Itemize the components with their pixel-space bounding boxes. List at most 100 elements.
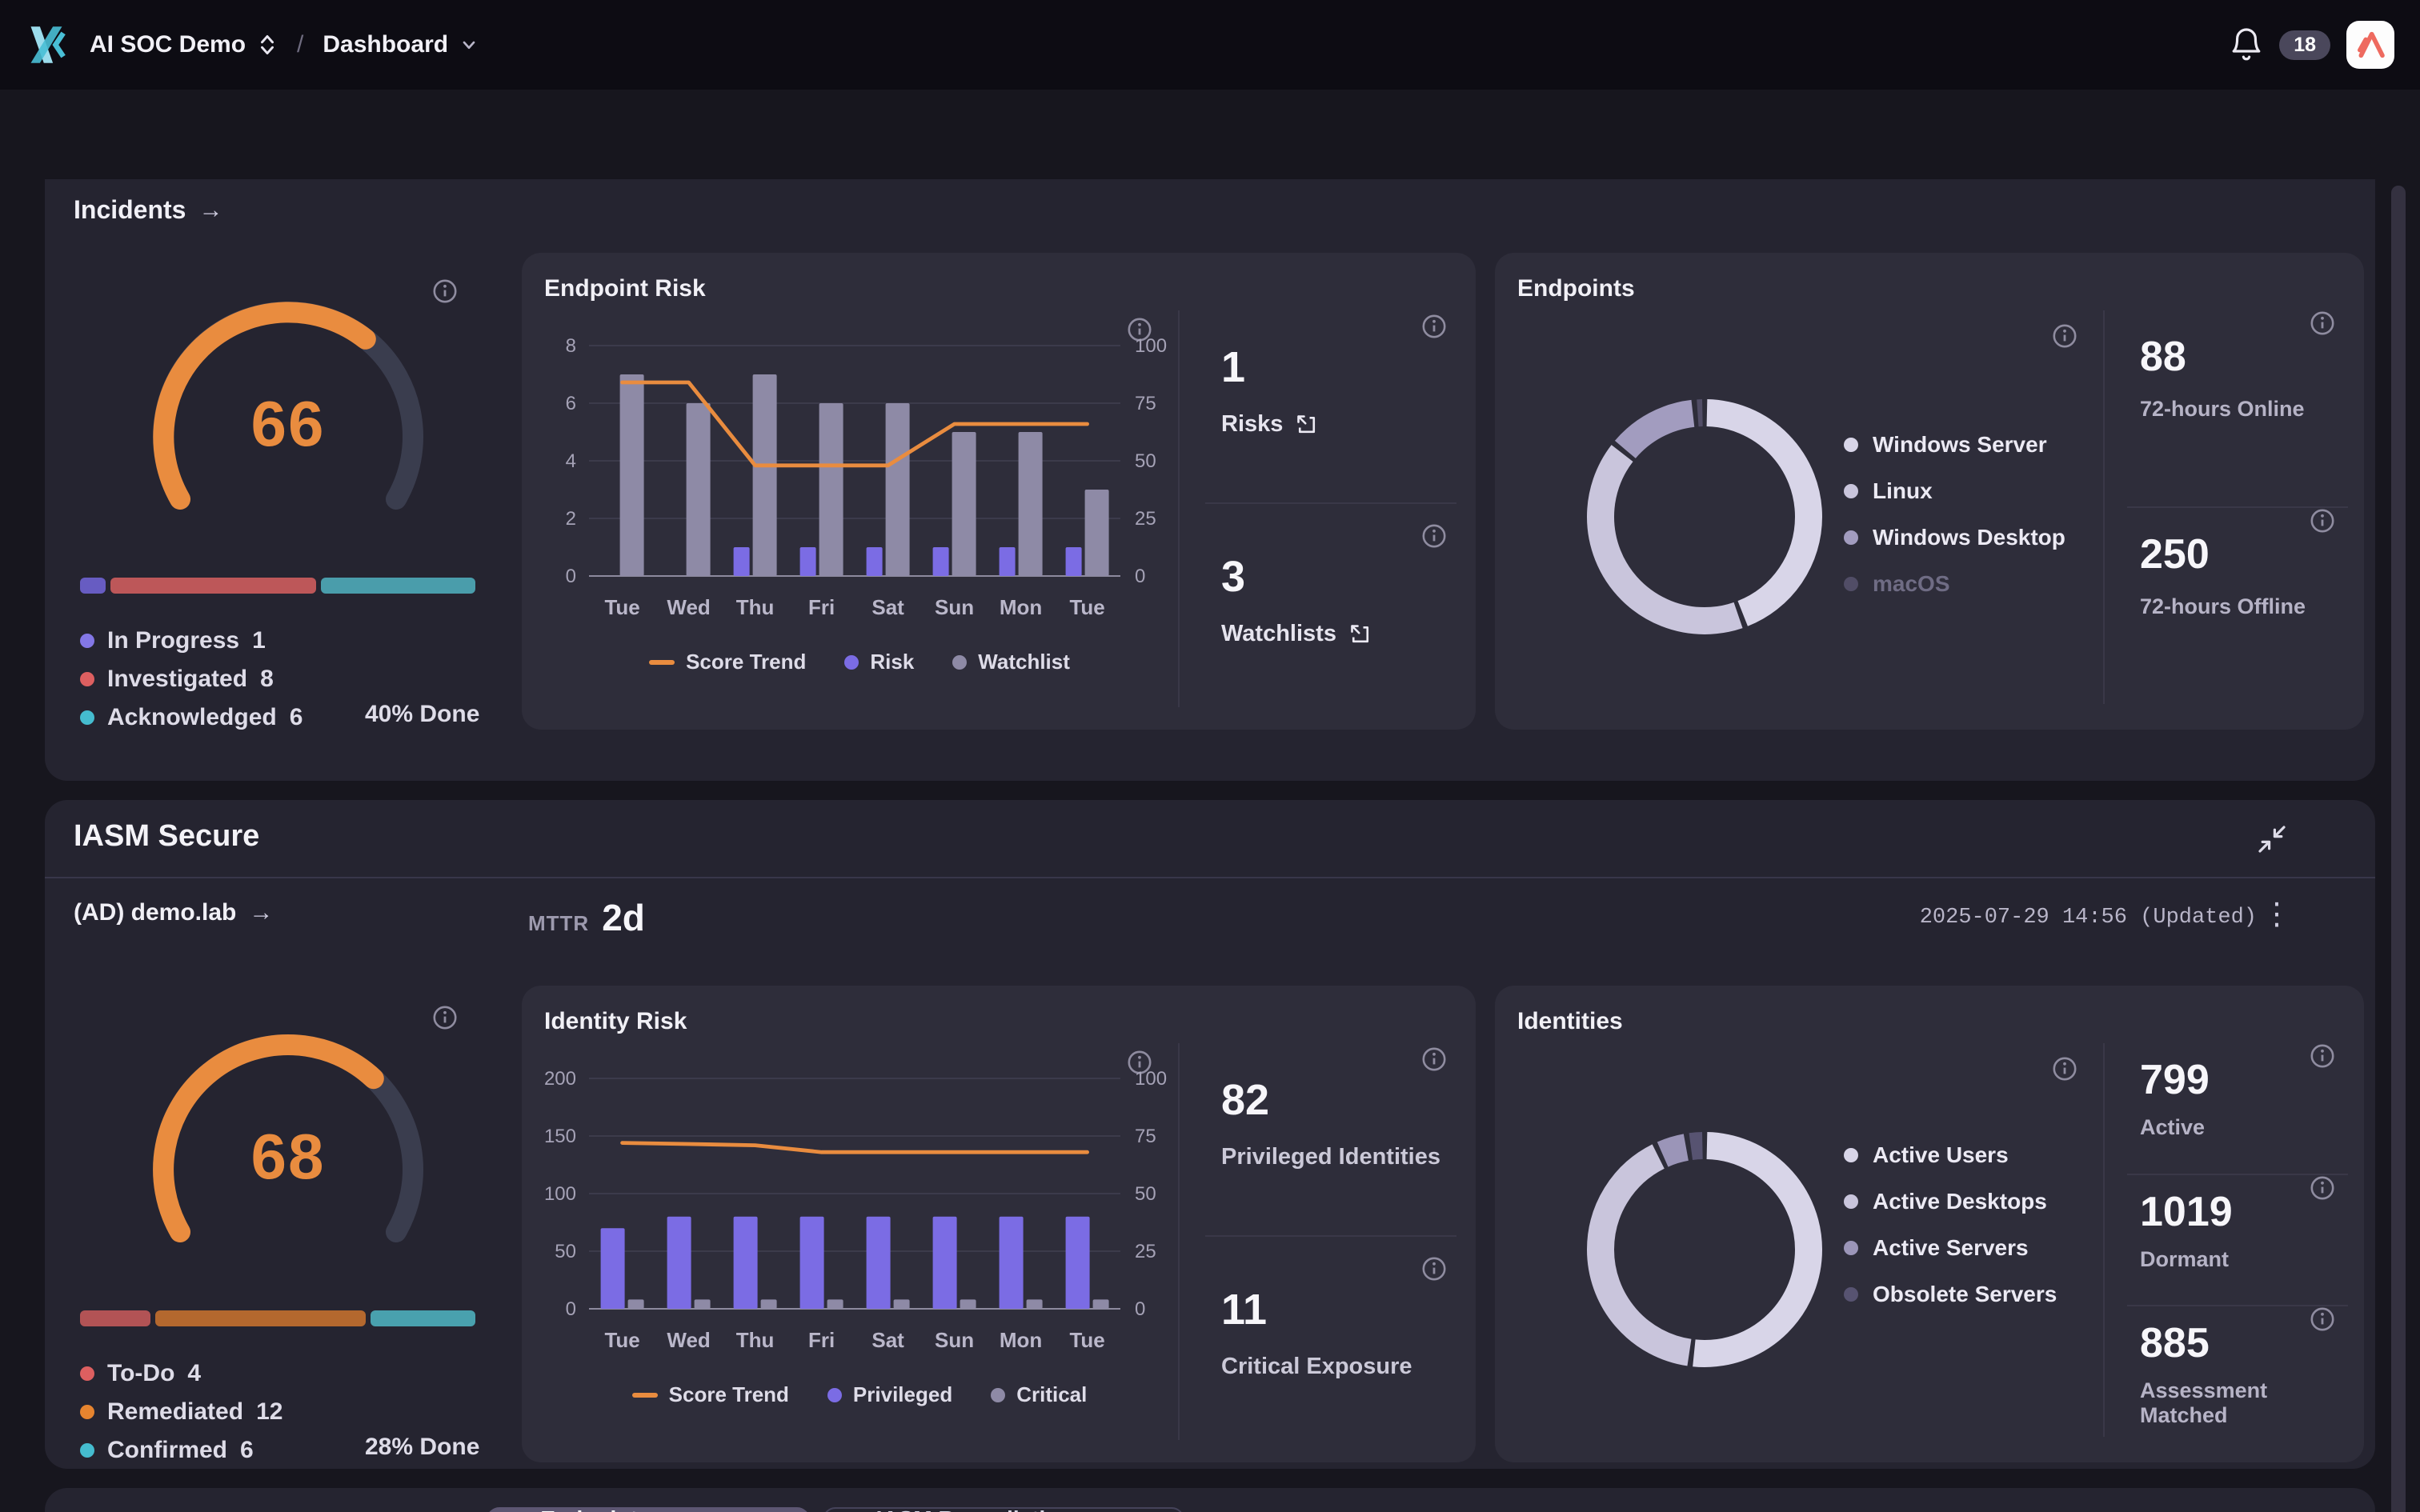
scrollbar[interactable] — [2391, 186, 2406, 1512]
svg-text:Tue: Tue — [604, 1328, 639, 1352]
iasm-legend: To-Do 4 Remediated 12 Confirmed 6 — [80, 1360, 282, 1464]
incidents-progress-bar — [80, 578, 475, 594]
identities-donut-chart[interactable] — [1572, 1117, 1837, 1382]
online-value: 88 — [2140, 334, 2186, 380]
tab-endpoint-incidents[interactable]: Endpoint Incidents 1 — [487, 1506, 810, 1512]
endpoints-donut-chart[interactable] — [1572, 384, 1837, 650]
endpoint-risk-chart-legend: Score Trend Risk Watchlist — [563, 650, 1156, 674]
identity-risk-card: Identity Risk 0 0 50 25 100 50 150 75 200 100 Tue W… — [522, 986, 1476, 1462]
divider — [2127, 506, 2348, 508]
chevron-up-down-icon — [261, 34, 274, 55]
risks-value: 1 — [1221, 343, 1246, 391]
legend-item[interactable]: Active Desktops — [1844, 1189, 2057, 1214]
watchlists-stat: 3 Watchlists — [1180, 520, 1456, 696]
app-logo-icon[interactable] — [26, 24, 67, 66]
workspace-selector[interactable]: AI SOC Demo — [90, 31, 278, 58]
divider — [1205, 502, 1456, 504]
domain-link[interactable]: (AD) demo.lab → — [74, 899, 273, 926]
risks-link[interactable]: Risks — [1221, 411, 1456, 438]
svg-text:Fri: Fri — [808, 1328, 835, 1352]
endpoint-risk-chart[interactable]: 0 0 2 25 4 50 6 75 8 100 Tue Wed Thu Fri Sat Sun Mon Tue — [541, 323, 1175, 627]
incidents-gauge: 66 — [120, 288, 456, 520]
info-icon[interactable] — [1127, 317, 1152, 342]
svg-text:100: 100 — [1135, 335, 1167, 357]
endpoints-title: Endpoints — [1517, 275, 1635, 302]
todo-dot-icon — [80, 1366, 94, 1381]
svg-text:0: 0 — [1135, 566, 1145, 587]
svg-text:Wed: Wed — [667, 1328, 710, 1352]
progress-segment — [370, 1310, 475, 1326]
assessment-matched-stat: 885 Assessment Matched — [2105, 1306, 2348, 1437]
identity-risk-chart[interactable]: 0 0 50 25 100 50 150 75 200 100 Tue Wed Thu Fri Sat Sun… — [541, 1056, 1175, 1360]
svg-text:200: 200 — [544, 1068, 576, 1090]
page-selector[interactable]: Dashboard — [323, 31, 479, 58]
endpoint-risk-title: Endpoint Risk — [544, 275, 706, 302]
legend-item[interactable]: Score Trend — [631, 1382, 789, 1407]
info-icon[interactable] — [432, 278, 458, 304]
info-icon[interactable] — [1421, 523, 1447, 549]
svg-text:Mon: Mon — [1000, 595, 1042, 619]
iasm-section-title: IASM Secure — [74, 819, 260, 853]
identities-donut-legend: Active Users Active Desktops Active Serv… — [1844, 1142, 2057, 1307]
svg-text:50: 50 — [1135, 1183, 1156, 1205]
legend-item[interactable]: Obsolete Servers — [1844, 1282, 2057, 1307]
legend-item[interactable]: Windows Server — [1844, 432, 2065, 458]
legend-item: To-Do 4 — [80, 1360, 282, 1387]
svg-text:Sat: Sat — [871, 1328, 904, 1352]
top-nav: AI SOC Demo / Dashboard 18 — [0, 0, 2420, 90]
arrow-right-icon: → — [198, 196, 223, 223]
svg-text:Wed: Wed — [667, 595, 710, 619]
svg-text:4: 4 — [566, 450, 576, 472]
info-icon[interactable] — [1127, 1050, 1152, 1075]
mttr-label: MTTR — [528, 911, 590, 935]
info-icon[interactable] — [2310, 1175, 2335, 1201]
tab-iasm-remediation-plans[interactable]: IASM Remediation Plans 0 — [823, 1506, 1184, 1512]
info-icon[interactable] — [2052, 323, 2077, 349]
legend-item[interactable]: Risk — [844, 650, 914, 674]
endpoints-donut-legend: Windows Server Linux Windows Desktop mac… — [1844, 432, 2065, 597]
svg-text:Sun: Sun — [935, 1328, 974, 1352]
info-icon[interactable] — [1421, 1256, 1447, 1282]
legend-item[interactable]: Score Trend — [649, 650, 806, 674]
dashboard-content: Incidents → MTTD 9m MTTI 20m 66 — [0, 90, 2420, 1512]
info-icon[interactable] — [2310, 508, 2335, 534]
info-icon[interactable] — [1421, 314, 1447, 339]
svg-text:25: 25 — [1135, 1241, 1156, 1262]
svg-text:0: 0 — [566, 1298, 576, 1320]
bell-icon[interactable] — [2230, 27, 2263, 62]
legend-item[interactable]: Critical — [991, 1382, 1087, 1407]
notification-count-badge[interactable]: 18 — [2279, 30, 2330, 60]
endpoint-risk-card: Endpoint Risk 0 0 2 25 4 50 6 75 8 100 Tue Wed Thu Fr… — [522, 253, 1476, 730]
info-icon[interactable] — [2310, 310, 2335, 336]
arrow-right-icon: → — [249, 899, 274, 926]
legend-item[interactable]: Privileged — [827, 1382, 952, 1407]
legend-item[interactable]: macOS — [1844, 571, 2065, 597]
workspace-name: AI SOC Demo — [90, 31, 246, 58]
info-icon[interactable] — [432, 1005, 458, 1030]
legend-item[interactable]: Active Servers — [1844, 1235, 2057, 1261]
chevron-down-icon — [463, 41, 475, 50]
legend-item[interactable]: Watchlist — [952, 650, 1070, 674]
iasm-gauge-value: 68 — [250, 1121, 326, 1192]
iasm-section: IASM Secure (AD) demo.lab → MTTR 2d 2025… — [45, 800, 2375, 1469]
info-icon[interactable] — [1421, 1046, 1447, 1072]
incidents-link[interactable]: Incidents → — [74, 195, 222, 225]
legend-item[interactable]: Active Users — [1844, 1142, 2057, 1168]
vendor-logo-icon[interactable] — [2346, 21, 2394, 69]
svg-text:6: 6 — [566, 393, 576, 414]
info-icon[interactable] — [2310, 1306, 2335, 1332]
divider — [1205, 1235, 1456, 1237]
collapse-icon[interactable] — [2258, 826, 2286, 853]
legend-item[interactable]: Windows Desktop — [1844, 525, 2065, 550]
watchlists-link[interactable]: Watchlists — [1221, 621, 1456, 647]
progress-segment — [80, 578, 106, 594]
identities-stats: 799 Active 1019 Dormant 885 Assessment M… — [2103, 1043, 2348, 1437]
remediated-dot-icon — [80, 1405, 94, 1419]
kebab-menu-icon[interactable]: ⋮ — [2262, 898, 2292, 931]
dot-swatch-icon — [827, 1387, 842, 1402]
dormant-stat: 1019 Dormant — [2105, 1175, 2348, 1306]
info-icon[interactable] — [2310, 1043, 2335, 1069]
legend-item[interactable]: Linux — [1844, 478, 2065, 504]
info-icon[interactable] — [2052, 1056, 2077, 1082]
identity-risk-title: Identity Risk — [544, 1008, 687, 1034]
